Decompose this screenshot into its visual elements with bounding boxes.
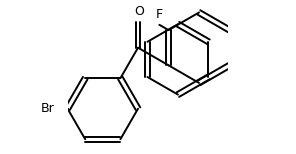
Text: O: O bbox=[134, 5, 144, 18]
Text: Br: Br bbox=[41, 102, 55, 115]
Text: F: F bbox=[156, 8, 163, 21]
